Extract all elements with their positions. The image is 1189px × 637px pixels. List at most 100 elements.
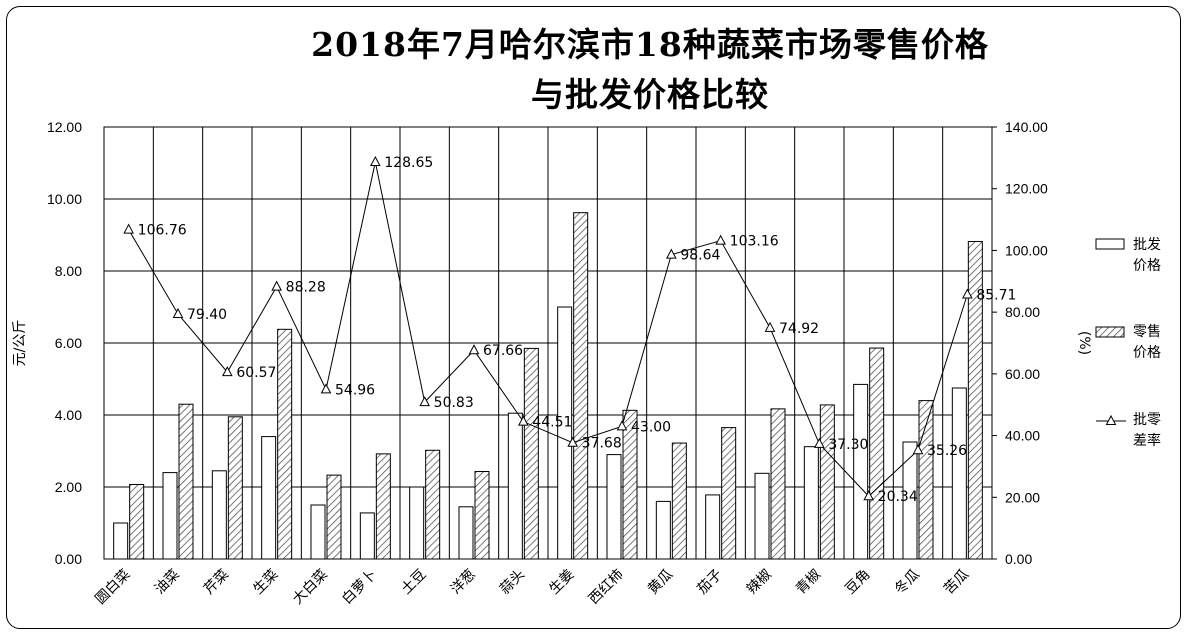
data-label-rate: 54.96 <box>335 382 375 398</box>
x-tick-label: 蒜头 <box>497 567 528 598</box>
data-label-rate: 50.83 <box>434 395 474 411</box>
marker-triangle <box>715 234 726 245</box>
x-tick-label: 黄瓜 <box>644 566 676 598</box>
data-label-rate: 44.51 <box>532 415 572 431</box>
data-label-rate: 43.00 <box>631 419 671 435</box>
y2-tick-label: 140.00 <box>1005 119 1048 135</box>
chart-frame <box>6 6 1181 629</box>
bar-retail <box>523 347 539 560</box>
x-tick-label: 白萝卜 <box>339 567 380 608</box>
data-label-rate: 98.64 <box>680 248 720 264</box>
bar-retail <box>425 449 441 560</box>
marker-triangle <box>468 344 480 355</box>
marker-triangle <box>863 490 874 501</box>
y2-tick-label: 60.00 <box>1005 366 1040 382</box>
bar-retail <box>474 471 490 560</box>
bar-retail <box>227 416 243 560</box>
legend-label-retail: 价格 <box>1133 345 1161 361</box>
data-label-rate: 37.68 <box>582 436 622 452</box>
data-label-rate: 106.76 <box>138 223 187 239</box>
data-label-rate: 67.66 <box>483 343 523 359</box>
y2-tick-label: 0.00 <box>1005 551 1032 567</box>
data-label-rate: 20.34 <box>878 489 918 505</box>
bar-retail <box>967 240 983 560</box>
marker-triangle <box>912 444 924 455</box>
bar-retail <box>375 453 391 560</box>
data-label-rate: 35.26 <box>927 443 967 459</box>
x-tick-label: 生菜 <box>250 567 281 598</box>
data-label-rate: 60.57 <box>236 365 276 381</box>
x-tick-label: 大白菜 <box>290 567 331 608</box>
bar-retail <box>819 404 835 560</box>
y-tick-label: 12.00 <box>47 119 82 135</box>
marker-triangle <box>123 223 134 234</box>
data-label-rate: 85.71 <box>976 288 1016 304</box>
y2-tick-label: 40.00 <box>1005 428 1040 444</box>
y-tick-label: 2.00 <box>55 479 82 495</box>
x-tick-label: 生姜 <box>546 567 577 598</box>
data-label-rate: 88.28 <box>286 280 326 296</box>
bar-wholesale <box>310 504 326 560</box>
data-label-rate: 79.40 <box>187 307 227 323</box>
bar-retail <box>869 347 885 560</box>
y2-tick-label: 120.00 <box>1005 181 1048 197</box>
bar-retail <box>721 427 737 560</box>
y-tick-label: 4.00 <box>55 407 82 423</box>
y-tick-label: 0.00 <box>55 551 82 567</box>
data-label-rate: 37.30 <box>828 437 868 453</box>
bar-wholesale <box>655 500 671 560</box>
x-tick-label: 洋葱 <box>448 567 479 598</box>
y2-tick-label: 100.00 <box>1005 242 1048 258</box>
bar-wholesale <box>409 486 425 560</box>
bar-wholesale <box>951 387 967 560</box>
data-label-rate: 103.16 <box>730 234 779 250</box>
marker-triangle <box>814 437 825 448</box>
bar-wholesale <box>458 506 474 560</box>
legend-marker-triangle <box>1105 414 1117 425</box>
bar-wholesale <box>754 472 770 560</box>
marker-triangle <box>567 436 578 447</box>
marker-triangle <box>320 383 332 394</box>
marker-triangle <box>172 307 184 318</box>
x-tick-label: 青椒 <box>793 567 824 598</box>
x-tick-label: 冬瓜 <box>892 567 923 598</box>
bar-retail <box>277 328 293 560</box>
bar-retail <box>918 400 934 560</box>
bar-wholesale <box>359 512 375 560</box>
bar-wholesale <box>705 494 721 560</box>
chart-title-line2: 与批发价格比较 <box>531 75 769 114</box>
marker-triangle <box>616 420 628 431</box>
y2-axis-label: (%) <box>1076 331 1092 355</box>
bar-wholesale <box>853 383 869 560</box>
x-tick-label: 芹菜 <box>201 567 232 598</box>
bar-wholesale <box>113 522 129 560</box>
bar-wholesale <box>507 412 523 560</box>
x-tick-label: 茄子 <box>694 566 726 598</box>
marker-triangle <box>764 321 776 332</box>
line-markup-rate <box>128 161 968 497</box>
legend-label-rate: 批零 <box>1133 412 1161 428</box>
y-tick-label: 6.00 <box>55 335 82 351</box>
bar-retail <box>178 403 194 560</box>
x-tick-label: 豆角 <box>842 567 873 598</box>
bar-retail <box>671 442 687 560</box>
y-tick-label: 8.00 <box>55 263 82 279</box>
bar-wholesale <box>902 441 918 560</box>
y2-tick-label: 20.00 <box>1005 489 1040 505</box>
bar-wholesale <box>162 472 178 560</box>
plot-area-border <box>103 126 993 560</box>
marker-triangle <box>271 280 282 291</box>
bar-wholesale <box>211 470 227 560</box>
x-tick-label: 苦瓜 <box>941 567 972 598</box>
y2-tick-label: 80.00 <box>1005 304 1040 320</box>
data-label-rate: 128.65 <box>384 155 433 171</box>
x-tick-label: 圆白菜 <box>92 567 133 608</box>
bar-retail <box>622 409 638 560</box>
marker-triangle <box>222 366 233 377</box>
bar-wholesale <box>261 436 277 560</box>
x-tick-label: 西红柿 <box>585 566 627 608</box>
legend-label-wholesale: 价格 <box>1133 258 1161 274</box>
bar-wholesale <box>606 454 622 560</box>
x-tick-label: 油菜 <box>152 567 183 598</box>
